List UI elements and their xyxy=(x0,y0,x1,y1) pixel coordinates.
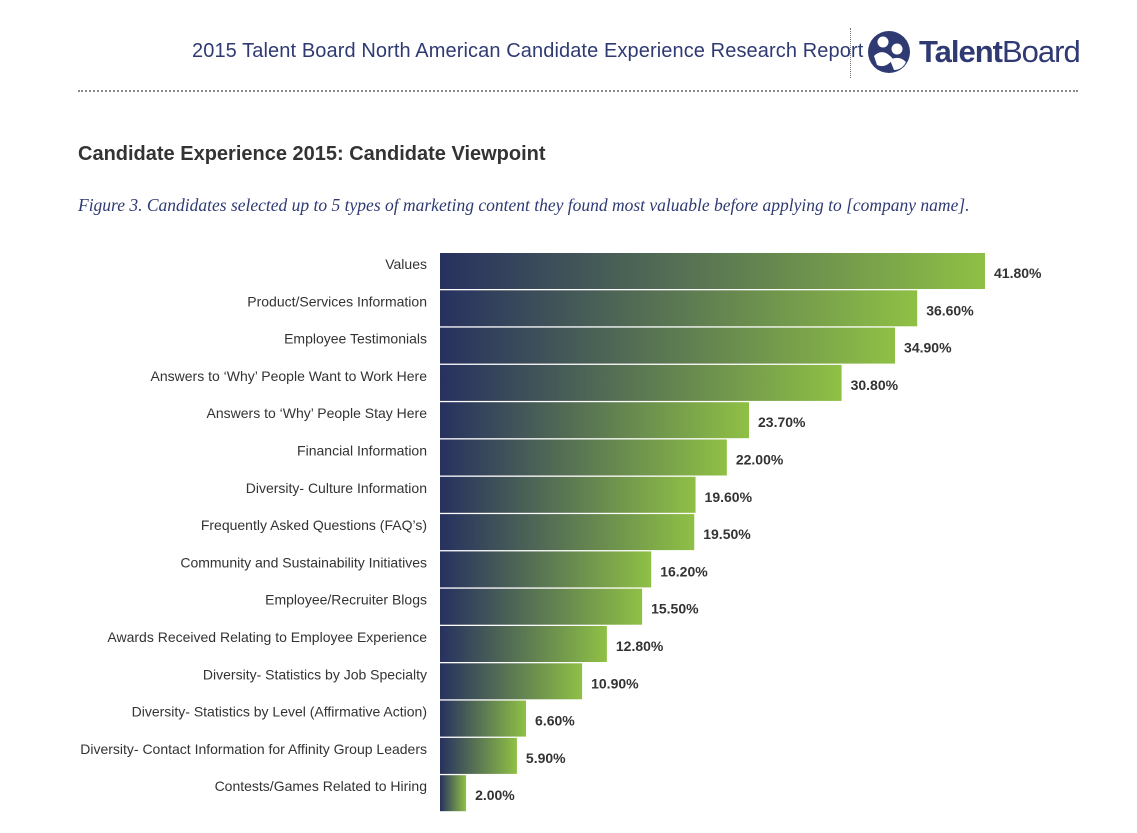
category-label: Financial Information xyxy=(297,443,427,459)
bar xyxy=(440,514,695,551)
category-label: Employee Testimonials xyxy=(284,331,427,347)
talent-board-logo-icon xyxy=(868,31,910,73)
category-label: Diversity- Statistics by Job Specialty xyxy=(203,666,427,682)
report-title: 2015 Talent Board North American Candida… xyxy=(192,40,864,62)
bar xyxy=(440,290,918,327)
category-label: Diversity- Contact Information for Affin… xyxy=(80,741,427,757)
bar xyxy=(440,439,727,476)
bar xyxy=(440,663,583,700)
logo-word-board: Board xyxy=(1002,34,1081,69)
logo-word-talent: Talent xyxy=(919,34,1003,69)
category-label: Product/Services Information xyxy=(247,293,427,309)
bar xyxy=(440,775,467,812)
value-label: 2.00% xyxy=(475,787,515,803)
value-label: 23.70% xyxy=(758,414,806,430)
value-label: 12.80% xyxy=(616,638,664,654)
category-label: Community and Sustainability Initiatives xyxy=(180,554,427,570)
category-label: Awards Received Relating to Employee Exp… xyxy=(107,629,427,645)
category-label: Contests/Games Related to Hiring xyxy=(215,778,427,794)
value-label: 19.60% xyxy=(705,489,753,505)
bar xyxy=(440,551,652,588)
category-label: Diversity- Culture Information xyxy=(246,480,427,496)
talent-board-logo: TalentBoard xyxy=(866,29,1081,75)
category-label: Employee/Recruiter Blogs xyxy=(265,592,427,608)
bar xyxy=(440,476,696,513)
value-label: 15.50% xyxy=(651,601,699,617)
category-label: Frequently Asked Questions (FAQ’s) xyxy=(201,517,427,533)
bar xyxy=(440,327,896,364)
value-label: 5.90% xyxy=(526,750,566,766)
bar xyxy=(440,626,607,662)
value-label: 19.50% xyxy=(703,526,751,542)
value-label: 30.80% xyxy=(851,377,899,393)
value-label: 10.90% xyxy=(591,675,639,691)
header-divider xyxy=(850,28,851,78)
value-label: 34.90% xyxy=(904,340,952,356)
category-label: Diversity- Statistics by Level (Affirmat… xyxy=(132,704,427,720)
section-title: Candidate Experience 2015: Candidate Vie… xyxy=(78,143,546,165)
category-label: Answers to ‘Why’ People Stay Here xyxy=(207,405,428,421)
bar xyxy=(440,402,750,439)
value-label: 22.00% xyxy=(736,452,784,468)
logo-wordmark: TalentBoard xyxy=(919,34,1081,70)
bar xyxy=(440,700,527,737)
figure-caption: Figure 3. Candidates selected up to 5 ty… xyxy=(78,195,970,215)
bar xyxy=(440,588,643,625)
bar xyxy=(440,364,842,401)
header-rule xyxy=(78,90,1078,92)
bar xyxy=(440,253,985,289)
value-label: 36.60% xyxy=(926,302,974,318)
bar xyxy=(440,737,517,774)
category-label: Answers to ‘Why’ People Want to Work Her… xyxy=(151,368,428,384)
value-label: 41.80% xyxy=(994,265,1042,281)
value-label: 16.20% xyxy=(660,563,708,579)
value-label: 6.60% xyxy=(535,713,575,729)
category-label: Values xyxy=(385,256,427,272)
